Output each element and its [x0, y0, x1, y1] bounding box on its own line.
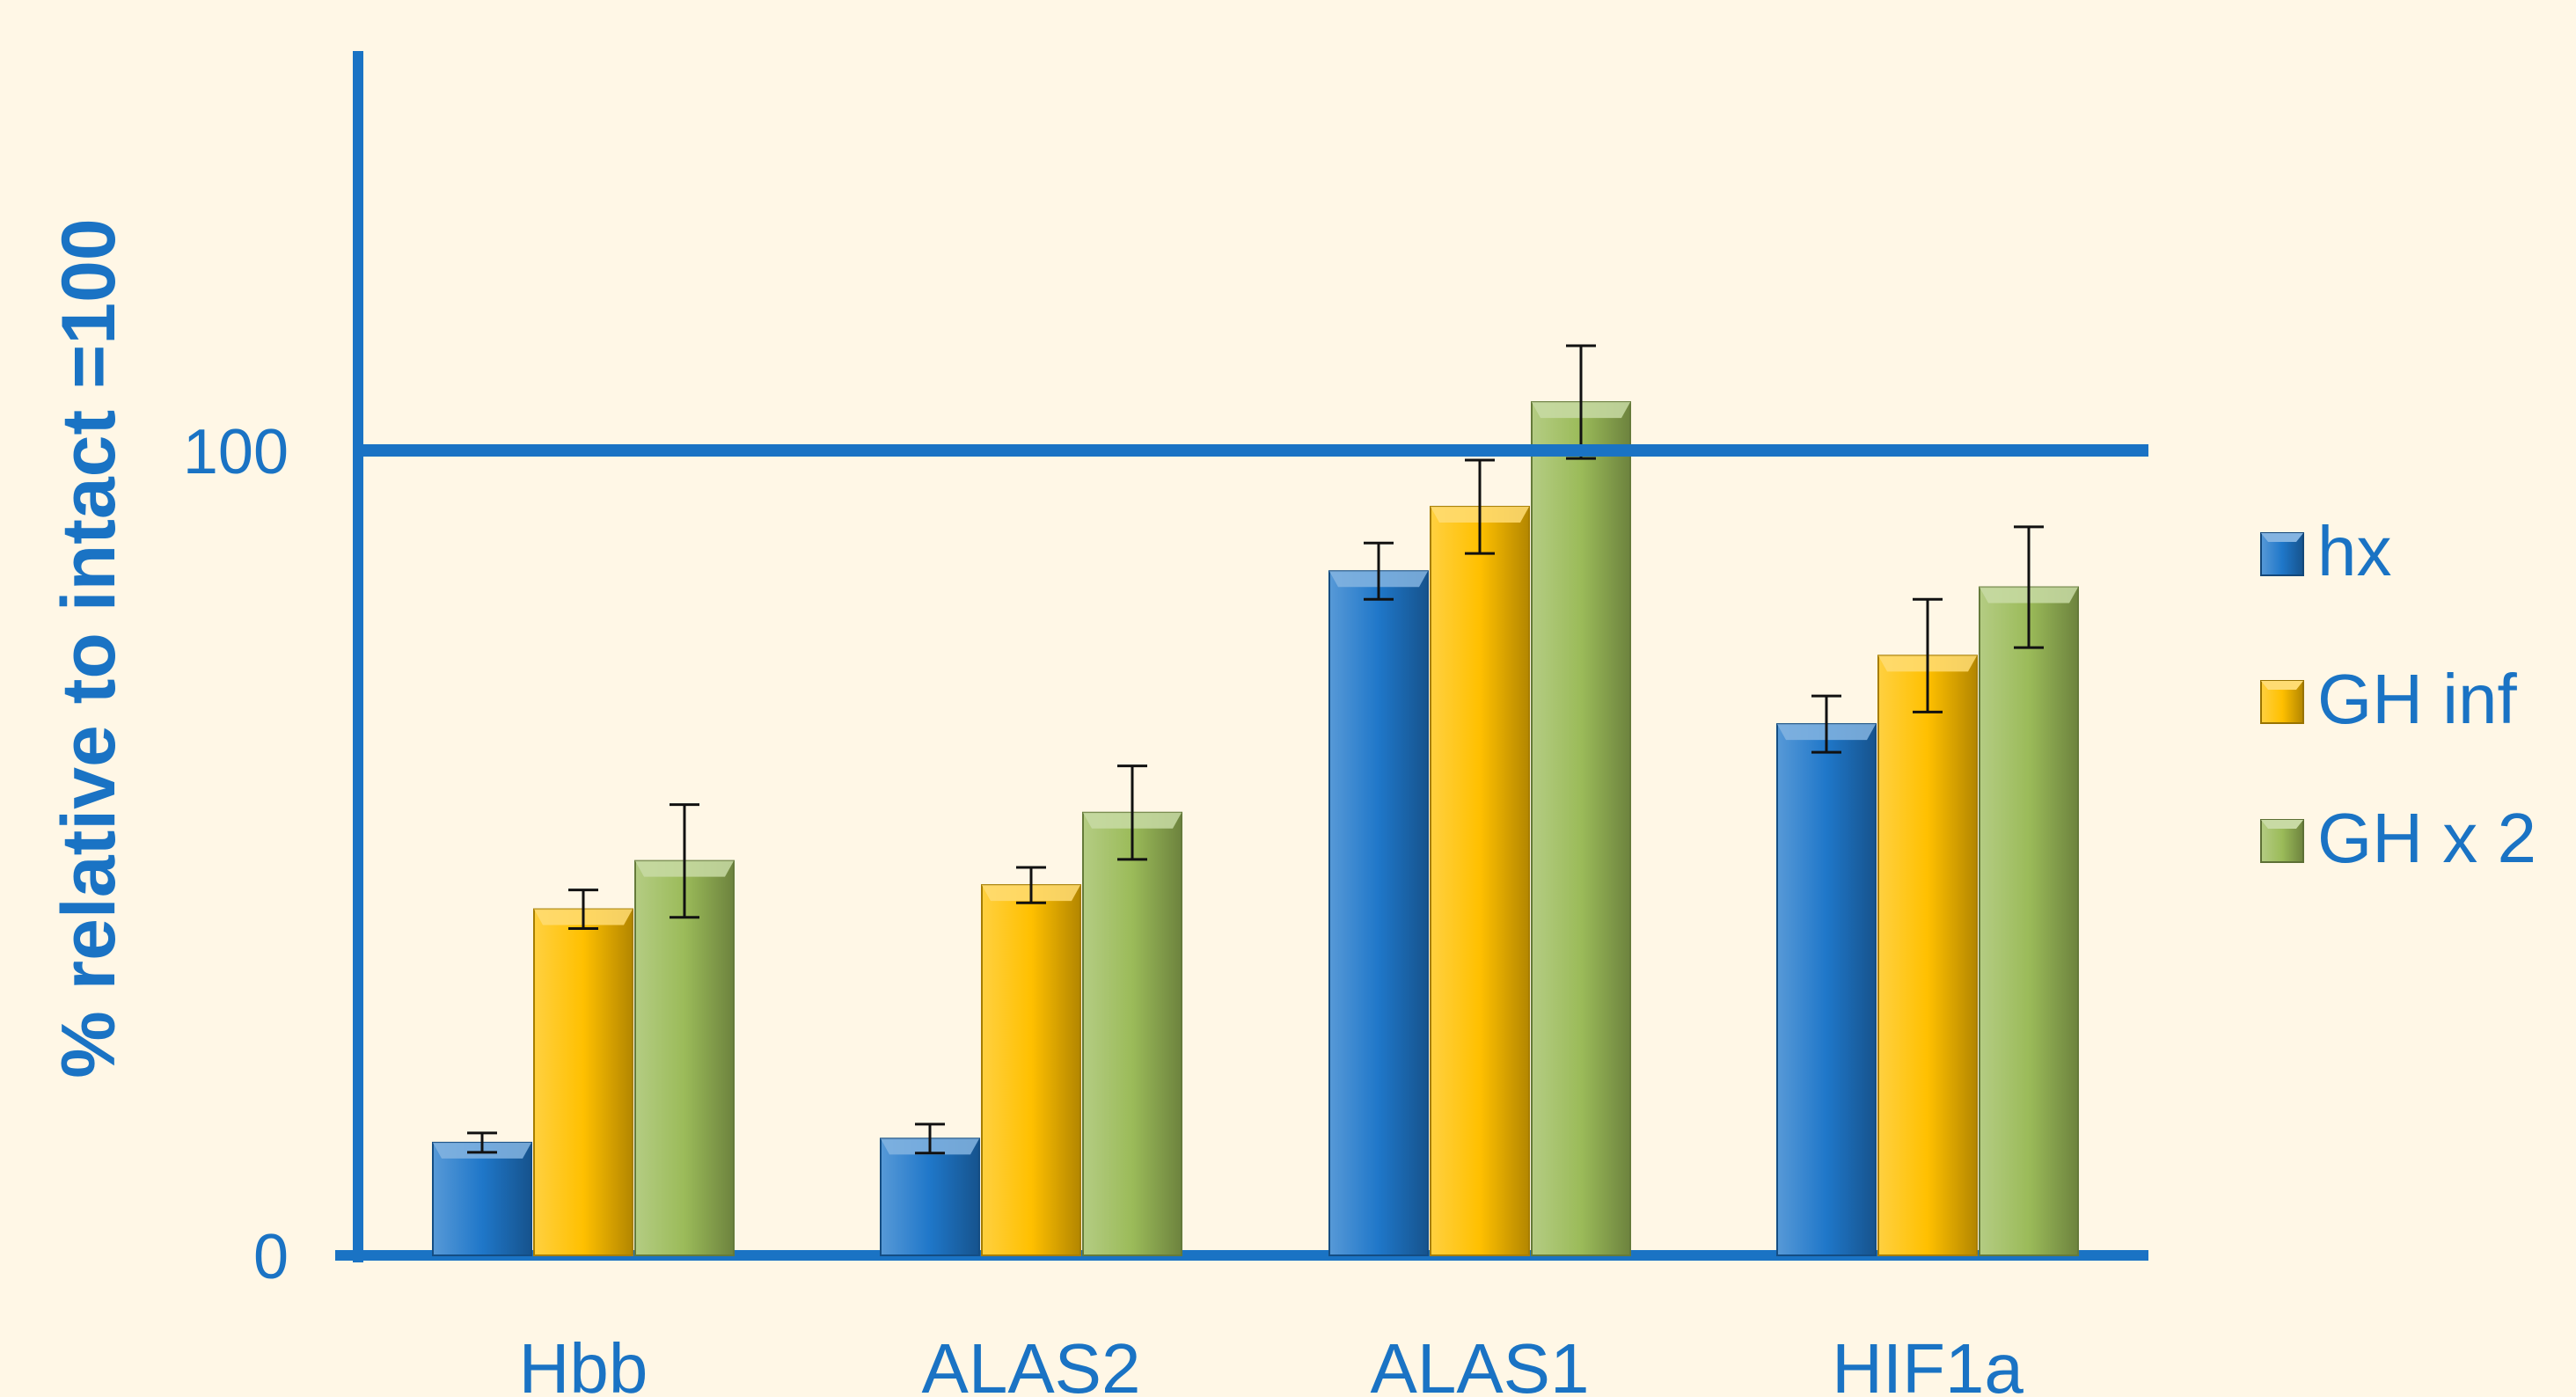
legend-swatch-bevel: [2261, 820, 2303, 829]
legend-swatch-bevel: [2261, 533, 2303, 542]
bar: [533, 908, 633, 1257]
y-axis-title: % relative to intact =100: [47, 218, 131, 1079]
bar: [1776, 723, 1877, 1256]
legend-label: GH x 2: [2317, 799, 2536, 877]
legend-label: GH inf: [2317, 660, 2517, 738]
error-bar: [1364, 541, 1394, 601]
error-bar: [915, 1123, 945, 1155]
error-bar: [1465, 458, 1495, 555]
bar: [634, 859, 735, 1257]
error-bar: [1913, 597, 1943, 713]
y-tick-label: 100: [183, 417, 289, 487]
legend-label: hx: [2317, 512, 2392, 590]
bar: [880, 1137, 980, 1256]
bar: [1082, 811, 1182, 1256]
error-bar: [568, 889, 598, 931]
error-bar: [467, 1131, 497, 1154]
bar: [1979, 586, 2079, 1256]
bar: [1877, 655, 1978, 1256]
bar: [1430, 506, 1530, 1256]
y-tick-label: 0: [253, 1222, 289, 1292]
x-tick-label: HIF1a: [1832, 1329, 2023, 1397]
error-bar: [1117, 764, 1147, 861]
bar: [432, 1141, 532, 1257]
legend-swatch-bevel: [2261, 681, 2303, 690]
x-tick-label: ALAS1: [1370, 1329, 1589, 1397]
error-bar: [1566, 344, 1596, 460]
error-bar: [670, 803, 699, 919]
error-bar: [2014, 525, 2044, 649]
bar: [1328, 570, 1429, 1256]
error-bar: [1016, 866, 1046, 904]
bar: [981, 884, 1081, 1256]
x-tick-label: Hbb: [519, 1329, 648, 1397]
x-tick-label: ALAS2: [921, 1329, 1140, 1397]
error-bar: [1811, 694, 1841, 754]
bar: [1531, 401, 1631, 1257]
